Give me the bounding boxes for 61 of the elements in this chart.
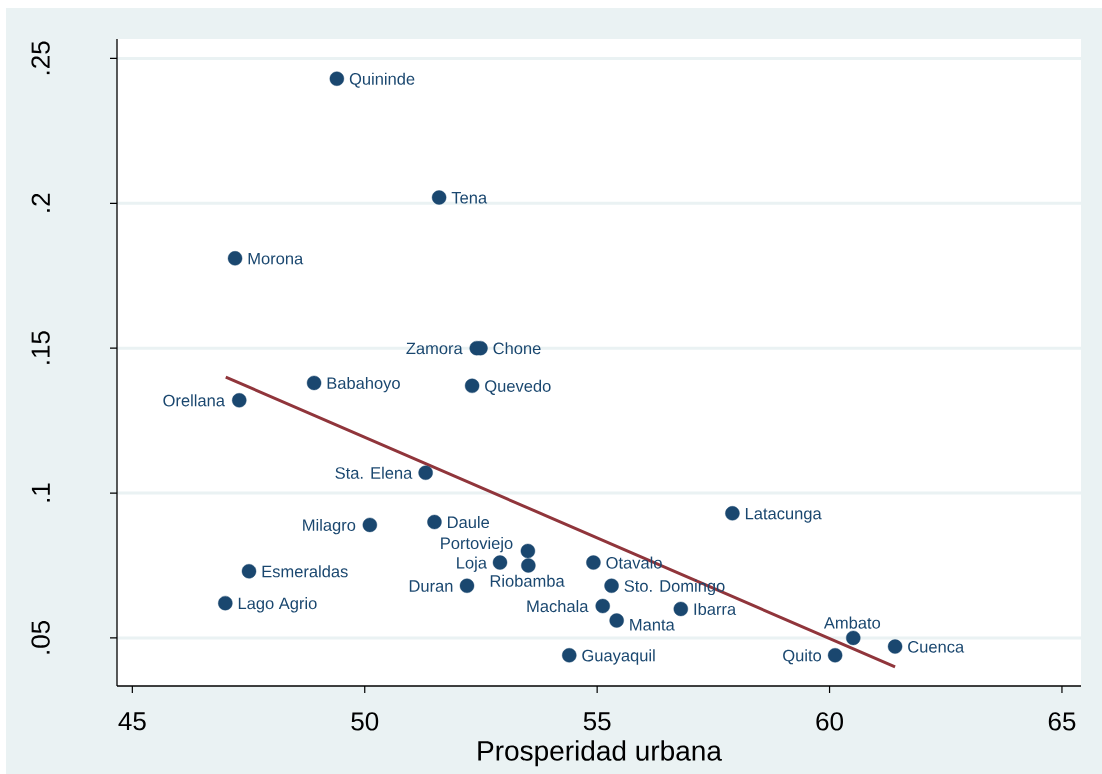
point <box>562 648 577 663</box>
point <box>431 190 447 205</box>
y-tick-label: .2 <box>31 193 50 212</box>
point <box>520 543 536 559</box>
point <box>609 613 624 628</box>
y-tick-label: .25 <box>31 41 50 75</box>
annotation: Loja <box>457 556 487 572</box>
annotation: Ibarra <box>694 602 737 616</box>
annotation: Esmeraldas <box>262 565 348 578</box>
point <box>241 564 257 579</box>
point <box>595 598 610 614</box>
point <box>418 465 433 480</box>
point <box>306 375 322 391</box>
x-tick-label: 60 <box>816 712 843 731</box>
annotation: Zamora <box>406 342 463 355</box>
annotation: Tena <box>451 192 488 204</box>
annotation: Riobamba <box>490 574 565 587</box>
point <box>827 648 843 663</box>
annotation: Cuenca <box>908 641 965 653</box>
annotation: Orellana <box>163 394 225 407</box>
annotation: Morona <box>248 252 304 265</box>
point <box>887 639 903 654</box>
x-axis-title: Prosperidad urbana <box>478 740 722 767</box>
point <box>232 393 247 408</box>
point <box>725 506 740 521</box>
annotation: Chone <box>493 342 541 355</box>
point <box>427 514 442 530</box>
point <box>521 558 536 573</box>
point <box>846 630 861 646</box>
annotation: Lago Agrio <box>238 597 317 613</box>
y-tick-label: .15 <box>31 331 50 364</box>
x-tick-label: 55 <box>583 712 611 731</box>
point <box>227 251 243 266</box>
x-tick-label: 50 <box>351 712 379 731</box>
y-tick-label: .05 <box>31 620 50 654</box>
annotation: Milagro <box>303 518 356 535</box>
annotation: Babahoyo <box>327 376 400 393</box>
point <box>586 555 601 570</box>
annotation: Machala <box>527 600 589 613</box>
point <box>362 517 378 533</box>
annotation: Quininde <box>349 72 415 88</box>
annotation: Daule <box>448 515 490 529</box>
annotation: Duran <box>409 580 453 592</box>
point <box>604 578 619 593</box>
point <box>459 578 475 593</box>
point <box>218 595 233 611</box>
point <box>492 555 508 570</box>
point <box>673 601 689 617</box>
y-tick-label: .1 <box>31 483 50 502</box>
annotation: Ambato <box>823 616 881 629</box>
x-tick-label: 65 <box>1048 712 1076 731</box>
annotation: Guayaquil <box>582 649 655 665</box>
point <box>464 378 480 394</box>
annotation: Quito <box>783 649 822 665</box>
annotation: Quevedo <box>485 379 551 395</box>
point <box>329 71 345 86</box>
annotation: Latacunga <box>745 507 822 523</box>
annotation: Portoviejo <box>441 536 513 553</box>
x-tick-label: 45 <box>118 712 146 731</box>
annotation: Manta <box>630 619 675 631</box>
annotation: Sta. Elena <box>335 466 413 479</box>
